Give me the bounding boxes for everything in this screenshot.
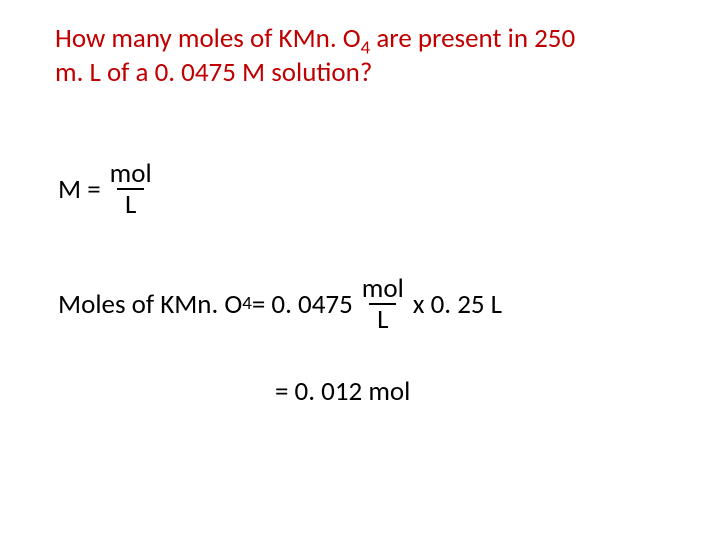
q-line1-post: are present in 250 (370, 22, 575, 55)
result-text: = 0. 012 mol (275, 375, 410, 408)
formula2-den: L (369, 303, 396, 333)
formula1-den: L (117, 188, 144, 218)
q-line1-pre: How many moles of KMn. O (55, 22, 361, 55)
formula2-mid: = 0. 0475 (252, 288, 353, 321)
formula1-fraction: mol L (107, 160, 155, 218)
formula1-num: mol (107, 160, 155, 188)
result-value: = 0. 012 mol (275, 375, 410, 408)
question-text: How many moles of KMn. O4 are present in… (55, 22, 675, 90)
question-line1: How many moles of KMn. O4 are present in… (55, 22, 675, 56)
formula1-lhs: M = (58, 173, 101, 206)
question-line2: m. L of a 0. 0475 M solution? (55, 56, 675, 90)
formula-molarity: M = mol L (58, 160, 161, 218)
formula2-pre: Moles of KMn. O (58, 288, 242, 321)
formula-calculation: Moles of KMn. O4 = 0. 0475 mol L x 0. 25… (58, 275, 502, 333)
formula2-num: mol (359, 275, 407, 303)
formula2-fraction: mol L (359, 275, 407, 333)
formula2-post: x 0. 25 L (413, 288, 502, 321)
